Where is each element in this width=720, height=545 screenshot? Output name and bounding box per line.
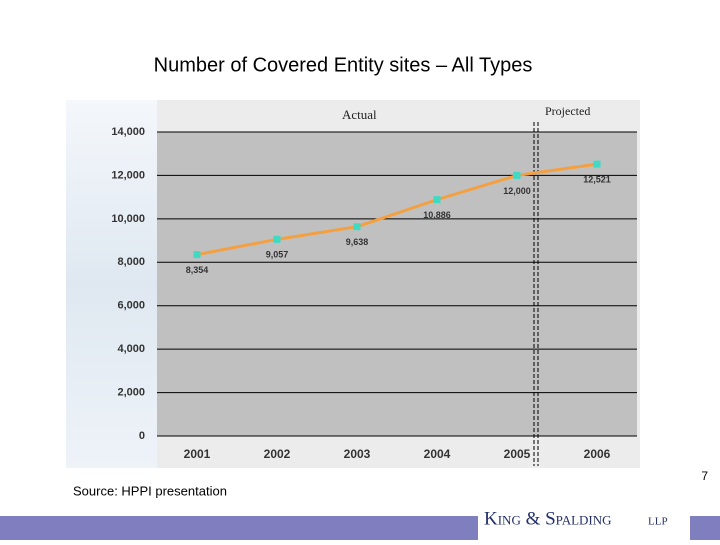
x-tick-label: 2005 (504, 447, 531, 461)
data-label: 10,886 (423, 210, 451, 220)
plot-area (157, 132, 637, 436)
background-image (66, 100, 157, 468)
marker (593, 160, 601, 168)
y-tick-label: 8,000 (117, 256, 145, 268)
y-tick-label: 6,000 (117, 300, 145, 312)
y-tick-label: 14,000 (111, 126, 145, 138)
marker (513, 171, 521, 179)
y-tick-label: 2,000 (117, 386, 145, 398)
y-tick-label: 0 (139, 430, 145, 442)
logo-suffix: LLP (648, 516, 668, 528)
marker (193, 251, 201, 259)
annotation: Projected (545, 104, 590, 118)
slide-title: Number of Covered Entity sites – All Typ… (154, 54, 533, 76)
page-number: 7 (701, 469, 708, 483)
x-tick-label: 2002 (264, 447, 291, 461)
y-tick-label: 10,000 (111, 213, 145, 225)
y-tick-label: 4,000 (117, 343, 145, 355)
x-tick-label: 2003 (344, 447, 371, 461)
logo-name: King & Spalding (484, 508, 612, 529)
data-label: 12,521 (583, 174, 611, 184)
y-tick-label: 12,000 (111, 169, 145, 181)
logo-box (478, 500, 690, 540)
annotation: Actual (342, 107, 377, 122)
marker (273, 235, 281, 243)
data-label: 9,638 (346, 237, 369, 247)
data-label: 9,057 (266, 250, 289, 260)
x-tick-label: 2004 (424, 447, 451, 461)
data-label: 12,000 (503, 186, 531, 196)
line (196, 162, 598, 257)
marker (433, 196, 441, 204)
marker (353, 223, 361, 231)
source: Source: HPPI presentation (73, 483, 227, 498)
x-tick-label: 2006 (584, 447, 611, 461)
data-label: 8,354 (186, 265, 209, 275)
x-tick-label: 2001 (184, 447, 211, 461)
